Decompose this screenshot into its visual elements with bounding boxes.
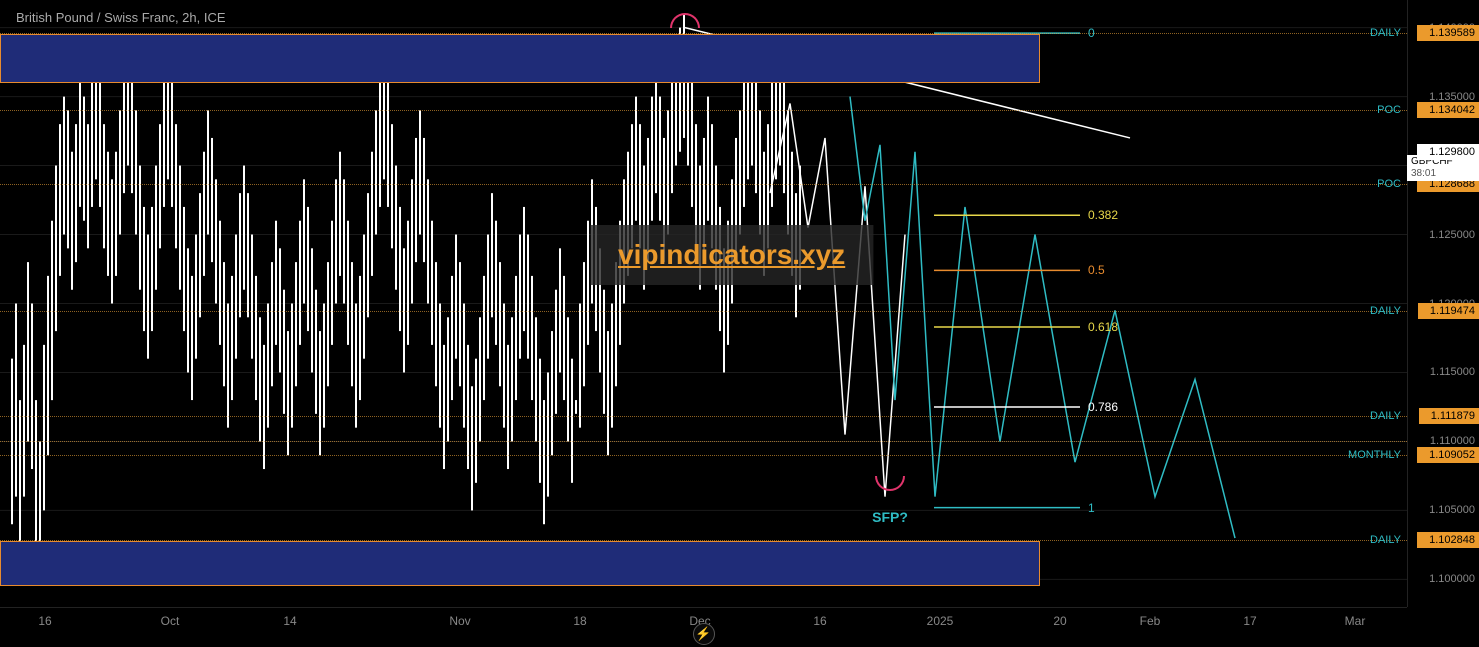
- level-side-label: POC: [1377, 178, 1401, 190]
- plot-area[interactable]: 00.3820.50.6180.7861SFPSFP?vipindicators…: [0, 0, 1407, 607]
- level-side-label: MONTHLY: [1348, 449, 1401, 461]
- fib-label: 0.5: [1088, 263, 1105, 277]
- price-tag: 1.102848: [1417, 532, 1479, 548]
- supply-demand-zone: [0, 34, 1040, 82]
- lightning-icon[interactable]: ⚡: [693, 623, 715, 645]
- fib-label: 0.618: [1088, 320, 1118, 334]
- time-label: Mar: [1345, 614, 1366, 628]
- level-line: [0, 184, 1407, 185]
- countdown: 38:01: [1411, 168, 1475, 180]
- time-label: 2025: [927, 614, 954, 628]
- level-side-label: DAILY: [1370, 305, 1401, 317]
- price-tag: 1.139589: [1417, 25, 1479, 41]
- time-label: Nov: [449, 614, 470, 628]
- fib-label: 0.786: [1088, 400, 1118, 414]
- level-line: [0, 110, 1407, 111]
- level-side-label: DAILY: [1370, 534, 1401, 546]
- time-label: 17: [1243, 614, 1256, 628]
- time-label: 16: [813, 614, 826, 628]
- time-label: Oct: [161, 614, 180, 628]
- last-price-tag: 1.129800: [1417, 144, 1479, 160]
- price-tag: 1.109052: [1417, 447, 1479, 463]
- supply-demand-zone: [0, 541, 1040, 587]
- level-line: [0, 416, 1407, 417]
- level-side-label: DAILY: [1370, 410, 1401, 422]
- time-label: 14: [283, 614, 296, 628]
- fib-label: 0: [1088, 26, 1095, 40]
- price-gridlabel: 1.135000: [1429, 91, 1475, 103]
- price-gridlabel: 1.125000: [1429, 229, 1475, 241]
- level-line: [0, 441, 1407, 442]
- chart-root: British Pound / Swiss Franc, 2h, ICE CHF…: [0, 0, 1479, 647]
- price-gridlabel: 1.100000: [1429, 573, 1475, 585]
- level-line: [0, 455, 1407, 456]
- level-side-label: DAILY: [1370, 27, 1401, 39]
- price-gridlabel: 1.105000: [1429, 504, 1475, 516]
- fib-label: 1: [1088, 501, 1095, 515]
- level-line: [0, 311, 1407, 312]
- time-label: 20: [1053, 614, 1066, 628]
- time-axis[interactable]: 16Oct14Nov18Dec16202520Feb17Mar⚡: [0, 607, 1407, 647]
- price-axis[interactable]: 1.1000001.1050001.1100001.1150001.120000…: [1407, 0, 1479, 607]
- price-gridlabel: 1.115000: [1430, 366, 1475, 378]
- price-tag: 1.111879: [1419, 408, 1479, 424]
- plot-svg: [0, 0, 1407, 607]
- sfp-label: SFP?: [872, 509, 908, 525]
- time-label: 18: [573, 614, 586, 628]
- fib-label: 0.382: [1088, 208, 1118, 222]
- price-tag: 1.119474: [1418, 303, 1479, 319]
- time-label: Feb: [1140, 614, 1161, 628]
- price-tag: 1.134042: [1417, 102, 1479, 118]
- level-side-label: POC: [1377, 104, 1401, 116]
- watermark: vipindicators.xyz: [590, 225, 873, 285]
- time-label: 16: [38, 614, 51, 628]
